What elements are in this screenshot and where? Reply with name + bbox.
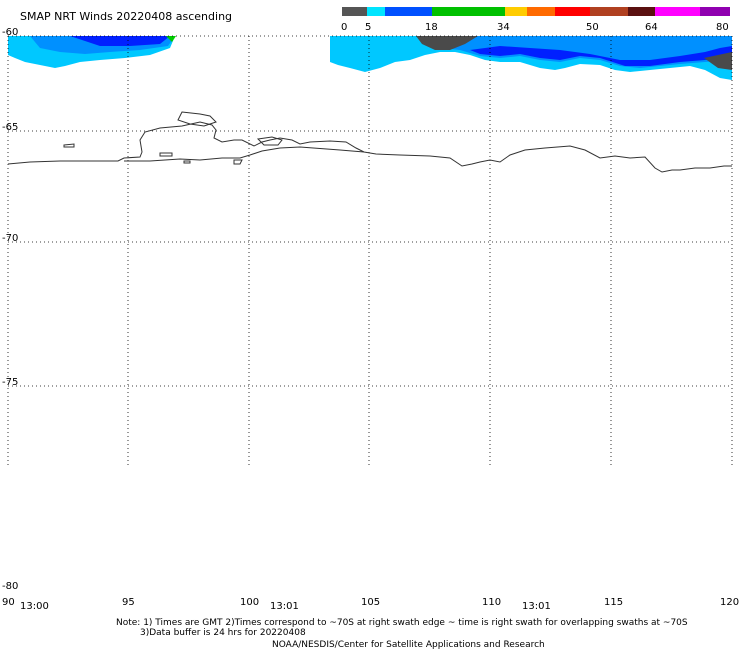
- colorbar-seg-blue: [385, 7, 432, 16]
- time-labels: 13:00 13:01 13:01: [20, 601, 551, 612]
- lat-label: -65: [2, 122, 18, 133]
- colorbar-seg-calm: [342, 7, 367, 16]
- colorbar-tick: 34: [497, 22, 510, 33]
- swath-left-deep: [70, 36, 170, 46]
- time-label: 13:00: [20, 601, 49, 612]
- time-label: 13:01: [270, 601, 299, 612]
- lat-labels: -60 -65 -70 -75 -80: [2, 27, 18, 592]
- swath-left-green: [166, 36, 176, 42]
- lon-label: 120: [720, 597, 739, 608]
- colorbar-seg-cyan: [367, 7, 385, 16]
- time-label: 13:01: [522, 601, 551, 612]
- swath-right-calm: [416, 36, 478, 50]
- colorbar-seg-yellow: [505, 7, 527, 16]
- footer-note-1: Note: 1) Times are GMT 2)Times correspon…: [116, 618, 688, 628]
- colorbar-tick: 50: [586, 22, 599, 33]
- lon-label: 95: [122, 597, 135, 608]
- island-small-3: [256, 136, 283, 146]
- swath-right-calm-2: [704, 52, 732, 70]
- lon-label: 105: [361, 597, 380, 608]
- colorbar: 0 5 18 34 50 64 80: [341, 7, 730, 33]
- swath-right-deep: [470, 46, 732, 66]
- footer-credit: NOAA/NESDIS/Center for Satellite Applica…: [272, 640, 545, 650]
- lon-label: 90: [2, 597, 15, 608]
- colorbar-seg-brown: [590, 7, 628, 16]
- island-small-5: [233, 159, 243, 165]
- colorbar-seg-purple: [700, 7, 730, 16]
- wind-swaths: [8, 36, 732, 80]
- colorbar-seg-darkbrown: [628, 7, 655, 16]
- lon-label: 110: [482, 597, 501, 608]
- colorbar-seg-magenta: [655, 7, 700, 16]
- colorbar-tick: 18: [425, 22, 438, 33]
- colorbar-seg-green: [432, 7, 505, 16]
- colorbar-tick: 80: [716, 22, 729, 33]
- lat-label: -75: [2, 377, 18, 388]
- colorbar-tick: 5: [365, 22, 371, 33]
- island-small-4: [183, 160, 191, 164]
- coastline-inner: [124, 146, 365, 162]
- colorbar-tick: 64: [645, 22, 658, 33]
- footer-note-2: 3)Data buffer is 24 hrs for 20220408: [140, 628, 306, 638]
- coastline-main: [7, 121, 732, 173]
- lat-label: -70: [2, 233, 18, 244]
- lat-label: -80: [2, 581, 18, 592]
- colorbar-tick: 0: [341, 22, 347, 33]
- map-title: SMAP NRT Winds 20220408 ascending: [20, 10, 232, 23]
- island-small-2: [159, 152, 173, 157]
- lat-label: -60: [2, 27, 18, 38]
- island-shackleton: [177, 111, 217, 127]
- colorbar-seg-red: [555, 7, 590, 16]
- lon-label: 100: [240, 597, 259, 608]
- island-small-1: [63, 143, 75, 148]
- lon-labels: 90 95 100 105 110 115 120: [2, 597, 739, 608]
- colorbar-seg-orange: [527, 7, 555, 16]
- lon-label: 115: [604, 597, 623, 608]
- coastline: [7, 111, 732, 173]
